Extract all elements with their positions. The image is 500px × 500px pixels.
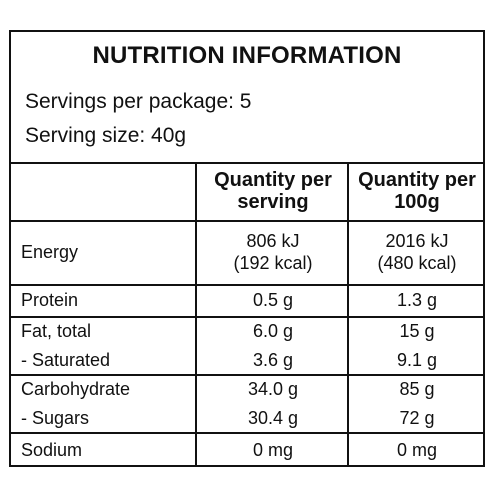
table-row-per-100g: 0 mg — [396, 440, 438, 460]
table-row-per-serving: 0.5 g — [252, 289, 294, 310]
servings-per-package: Servings per package: 5 — [25, 90, 252, 113]
energy-label: Energy — [21, 241, 79, 262]
table-row-label: - Saturated — [21, 349, 111, 370]
nutrition-table: Quantity per serving Quantity per 100g E… — [11, 162, 483, 467]
column-rule — [195, 162, 197, 467]
serving-size: Serving size: 40g — [25, 124, 187, 147]
header-per-serving-line1: Quantity per — [214, 169, 332, 191]
table-row-label: Carbohydrate — [21, 379, 131, 399]
table-rule — [11, 220, 483, 222]
energy-per-100g-kj: 2016 kJ — [385, 231, 449, 251]
nutrition-panel: NUTRITION INFORMATION Servings per packa… — [9, 30, 485, 467]
energy-per-serving: 806 kJ (192 kcal) — [199, 220, 347, 284]
table-rule — [11, 284, 483, 286]
table-rule — [11, 374, 483, 376]
table-row-label: Protein — [21, 289, 79, 310]
table-row-per-100g: 9.1 g — [396, 349, 438, 370]
table-row-per-100g: 85 g — [399, 379, 435, 399]
energy-per-100g: 2016 kJ (480 kcal) — [349, 220, 485, 284]
table-row-label: Fat, total — [21, 321, 92, 341]
header-per-serving: Quantity per serving — [199, 162, 347, 220]
table-row-per-100g: 1.3 g — [396, 289, 438, 310]
table-row-per-serving: 0 mg — [252, 440, 294, 460]
table-row-per-serving: 34.0 g — [247, 379, 299, 399]
energy-per-serving-kj: 806 kJ — [246, 231, 300, 251]
energy-per-100g-kcal: (480 kcal) — [377, 253, 457, 273]
table-row-label: Sodium — [21, 440, 83, 460]
table-row-per-serving: 6.0 g — [252, 321, 294, 341]
table-rule — [11, 432, 483, 434]
header-per-serving-line2: serving — [237, 191, 309, 213]
table-row-per-serving: 3.6 g — [252, 349, 294, 370]
header-per-100g-line1: Quantity per — [358, 169, 476, 191]
column-rule — [347, 162, 349, 467]
table-row-per-100g: 15 g — [399, 321, 435, 341]
table-rule — [11, 316, 483, 318]
panel-title: NUTRITION INFORMATION — [92, 42, 402, 69]
table-row-per-100g: 72 g — [399, 407, 435, 428]
header-per-100g-line2: 100g — [394, 191, 440, 213]
table-row-per-serving: 30.4 g — [247, 407, 299, 428]
header-per-100g: Quantity per 100g — [349, 162, 485, 220]
table-row-label: - Sugars — [21, 407, 90, 428]
table-rule — [11, 162, 483, 164]
energy-per-serving-kcal: (192 kcal) — [233, 253, 313, 273]
